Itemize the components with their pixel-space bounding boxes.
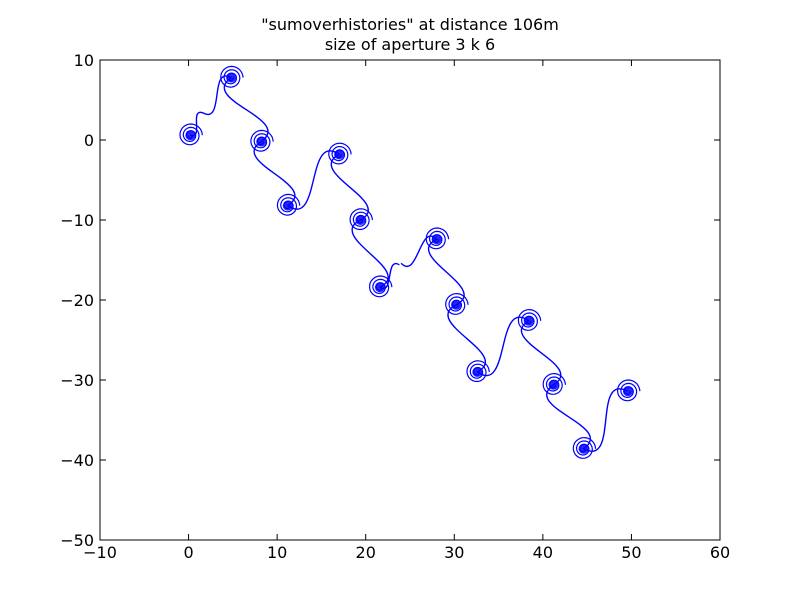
spiral-core	[226, 72, 237, 83]
spiral-core	[622, 386, 633, 397]
y-tick-label: 0	[84, 131, 94, 150]
y-axis: 10 0 −10 −20 −30 −40 −50	[60, 51, 720, 550]
x-tick-label: 40	[533, 543, 553, 562]
chart-subtitle: size of aperture 3 k 6	[325, 35, 495, 54]
spiral-core	[282, 200, 293, 211]
spiral-core	[523, 315, 534, 326]
plot-frame	[99, 59, 721, 541]
x-tick-label: 10	[267, 543, 287, 562]
y-tick-label: −30	[60, 371, 94, 390]
spiral-core	[548, 379, 559, 390]
y-tick-label: −50	[60, 531, 94, 550]
spiral-core	[431, 234, 442, 245]
spiral-core	[472, 367, 483, 377]
x-tick-label: −10	[83, 543, 117, 562]
x-tick-label: 50	[621, 543, 641, 562]
x-tick-label: 0	[183, 543, 193, 562]
y-tick-label: −40	[60, 451, 94, 470]
plot-area	[179, 65, 641, 459]
spiral-core	[578, 443, 589, 454]
chart-title: "sumoverhistories" at distance 106m	[261, 15, 559, 34]
y-tick-label: 10	[74, 51, 94, 70]
spiral-core	[334, 149, 345, 160]
spiral-core	[256, 136, 267, 147]
spiral-core	[355, 215, 366, 225]
y-tick-label: −10	[60, 211, 94, 230]
y-tick-label: −20	[60, 291, 94, 310]
x-tick-label: 30	[444, 543, 464, 562]
series-line	[190, 75, 400, 290]
x-tick-label: 20	[356, 543, 376, 562]
x-tick-label: 60	[710, 543, 730, 562]
spiral-core	[185, 130, 196, 141]
x-axis: −10 0 10 20 30 40 50 60	[83, 60, 730, 562]
spiral-core	[374, 282, 385, 293]
spiral-core	[451, 299, 462, 310]
